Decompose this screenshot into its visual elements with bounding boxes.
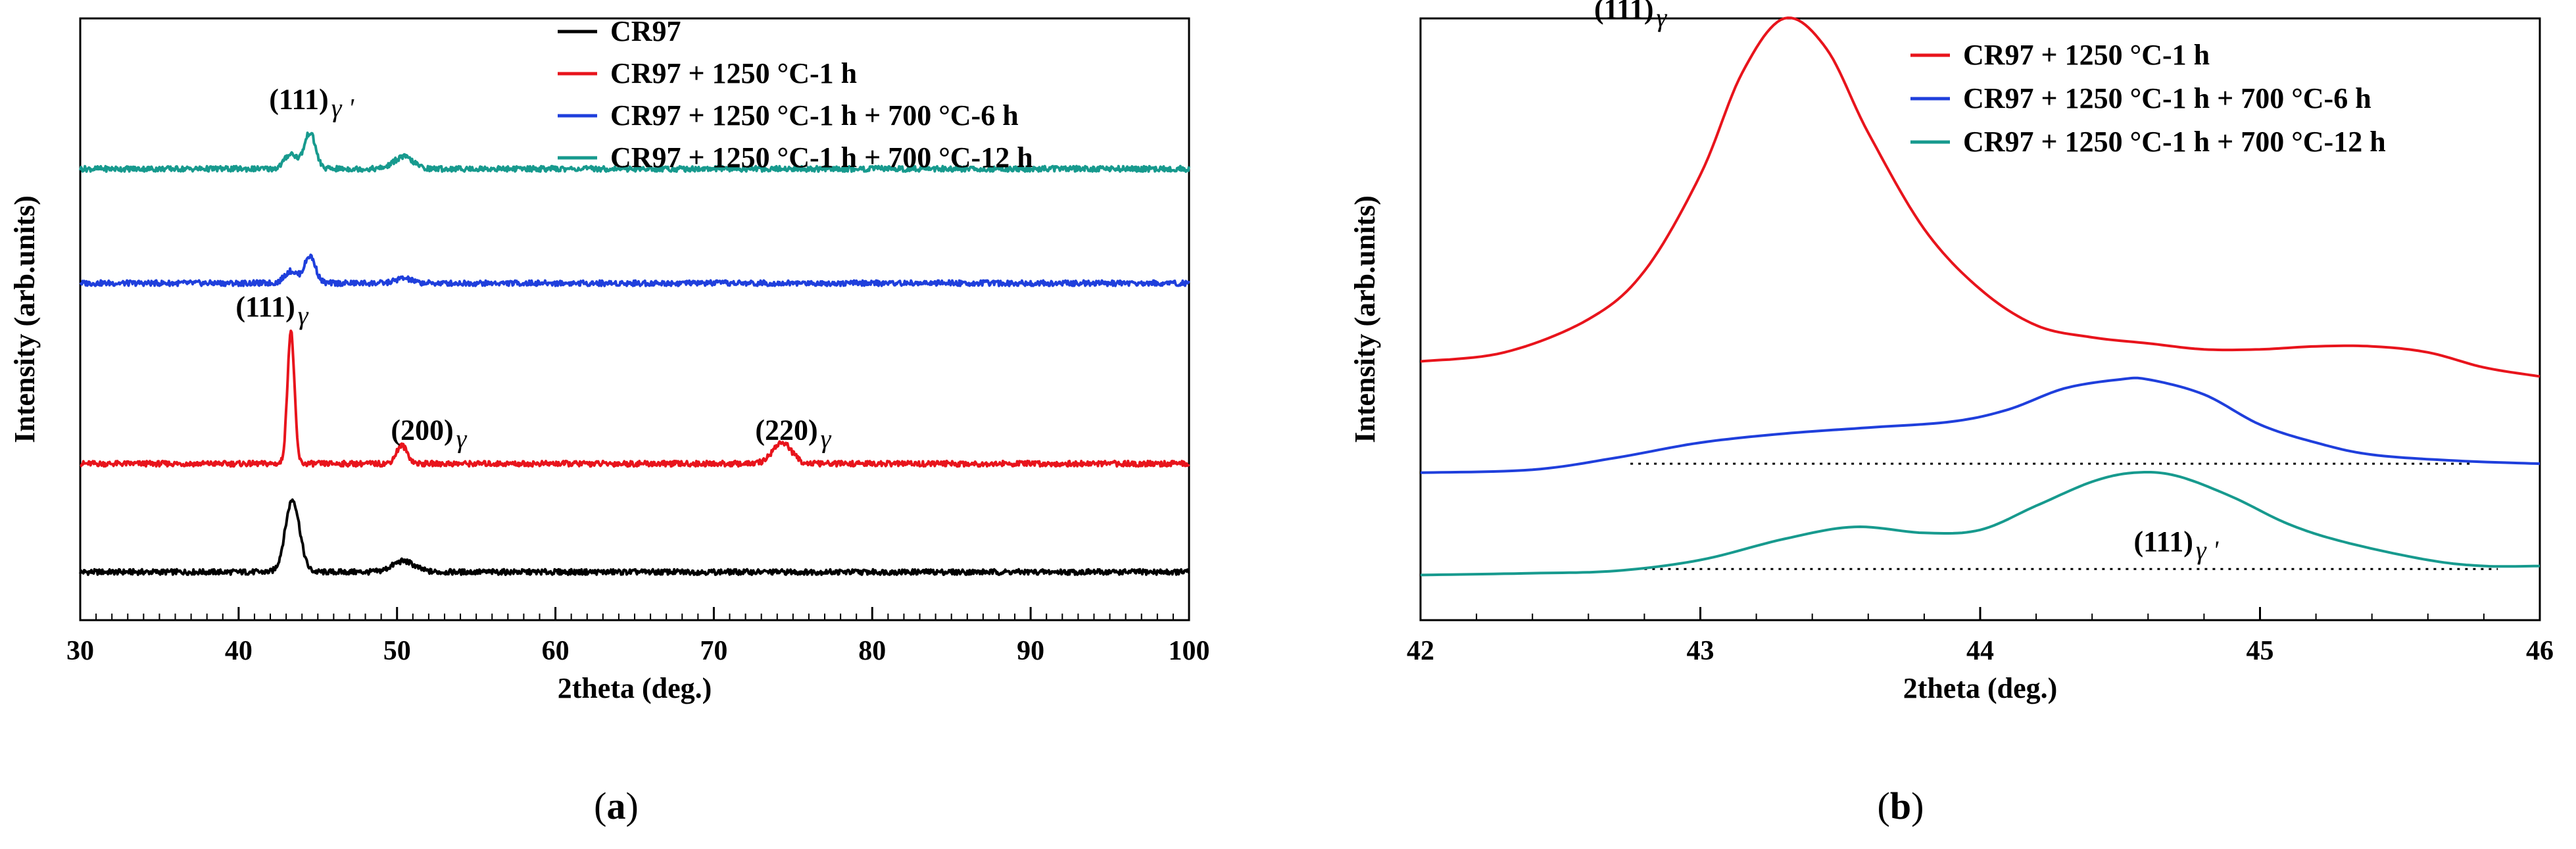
- series-line: [79, 253, 1190, 287]
- x-tick-label: 80: [858, 636, 886, 666]
- peak-annotation: (200) γ: [391, 414, 467, 454]
- legend-entry: CR97 + 1250 °C-1 h: [1963, 39, 2210, 71]
- x-tick-label: 42: [1407, 636, 1434, 666]
- x-tick-label: 40: [225, 636, 253, 666]
- legend-entry: CR97 + 1250 °C-1 h + 700 °C-6 h: [610, 99, 1019, 132]
- x-axis-title: 2theta (deg.): [1903, 672, 2058, 704]
- x-tick-label: 60: [542, 636, 570, 666]
- series-line: [80, 329, 1190, 468]
- y-axis-title: Intensity (arb.units): [9, 195, 41, 443]
- legend-entry: CR97 + 1250 °C-1 h + 700 °C-6 h: [1963, 82, 2371, 114]
- panel-a: 30 40 50 60 70 80 90 100 2theta (deg.) Intensity …: [9, 15, 1210, 704]
- x-tick-label: 90: [1017, 636, 1044, 666]
- x-tick-label: 46: [2526, 636, 2554, 666]
- series-line: [1420, 16, 2540, 378]
- x-tick-label: 44: [1966, 636, 1994, 666]
- x-tick-label: 30: [66, 636, 94, 666]
- legend-entry: CR97 + 1250 °C-1 h + 700 °C-12 h: [1963, 126, 2386, 158]
- x-tick-label: 43: [1687, 636, 1714, 666]
- y-axis-title: Intensity (arb.units): [1349, 195, 1381, 443]
- peak-annotation: (111) γ ': [269, 83, 354, 122]
- peak-annotation: (220) γ: [755, 414, 831, 454]
- peak-annotation: (111) γ: [1594, 0, 1667, 32]
- x-tick-label: 100: [1169, 636, 1210, 666]
- panel-label-a: (a): [594, 785, 639, 827]
- peak-annotation: (111) γ: [235, 291, 308, 330]
- peak-annotation: (111) γ ': [2133, 525, 2219, 565]
- legend-entry: CR97 + 1250 °C-1 h + 700 °C-12 h: [610, 141, 1033, 174]
- legend-entry: CR97 + 1250 °C-1 h: [610, 57, 857, 89]
- legend-entry: CR97: [610, 15, 681, 47]
- x-tick-label: 70: [700, 636, 727, 666]
- series-line: [79, 498, 1190, 576]
- x-tick-label: 45: [2247, 636, 2274, 666]
- panel-label-b: (b): [1878, 785, 1924, 827]
- x-tick-label: 50: [383, 636, 411, 666]
- series-line: [1420, 376, 2540, 474]
- x-axis-title: 2theta (deg.): [558, 672, 712, 704]
- panel-b: 42 43 44 45 46 2theta (deg.) Intensity (arb.un…: [1349, 0, 2554, 704]
- series-line: [79, 132, 1190, 173]
- series-line: [1420, 471, 2540, 577]
